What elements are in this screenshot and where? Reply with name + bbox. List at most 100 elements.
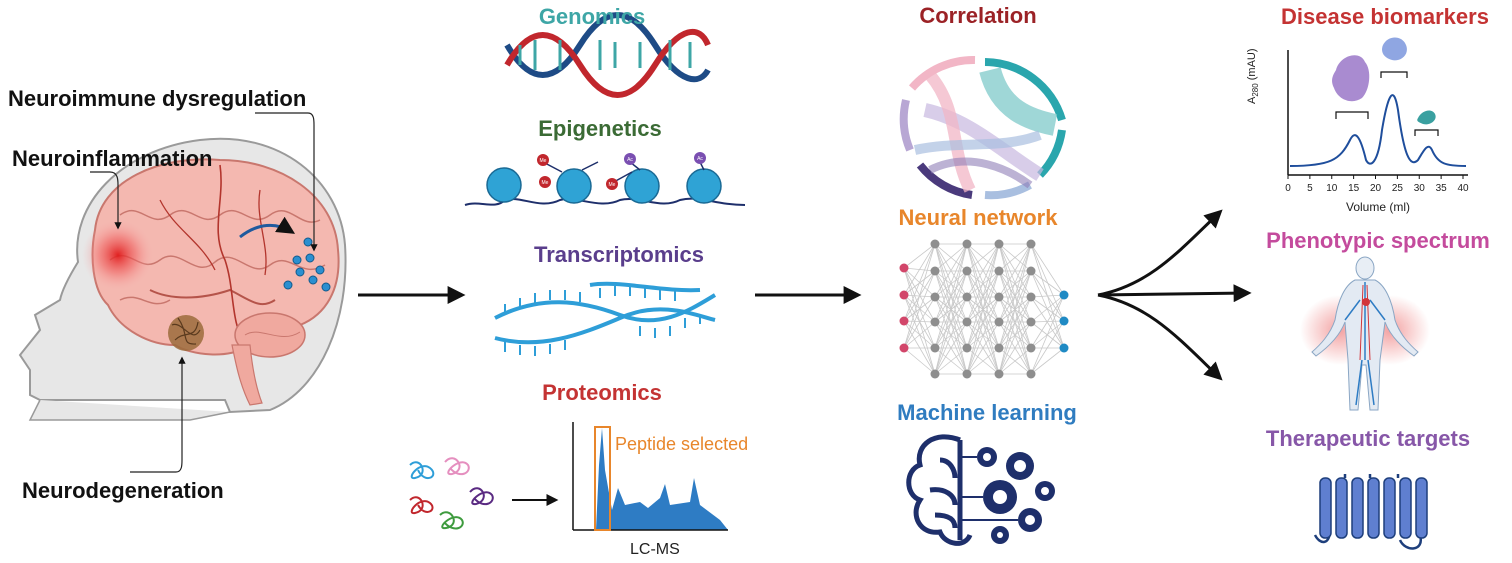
brain-gears-icon <box>906 434 1055 546</box>
peptide-selection-box <box>594 426 611 531</box>
nn-edge <box>934 243 968 323</box>
chromatogram-x-tick-label: 25 <box>1392 183 1404 194</box>
acetyl-label: Ac <box>627 157 633 163</box>
nn-hidden-node <box>962 317 972 327</box>
nn-output-node <box>1059 343 1069 353</box>
nn-hidden-node <box>930 292 940 302</box>
label-machine-learning: Machine learning <box>897 400 1077 425</box>
chromatogram-x-tick-label: 15 <box>1348 183 1360 194</box>
nn-hidden-node <box>994 369 1004 379</box>
nn-hidden-node <box>930 266 940 276</box>
nn-edge <box>903 296 936 349</box>
nn-hidden-node <box>1026 369 1036 379</box>
nn-edge <box>966 243 1000 323</box>
nn-edge <box>903 320 936 323</box>
chromatogram-y-letter: A <box>1246 96 1258 104</box>
nn-hidden-node <box>994 266 1004 276</box>
nucleosome-icon: Me Me Me Ac Ac <box>464 152 746 206</box>
nn-hidden-node <box>962 239 972 249</box>
nn-edge <box>903 270 936 349</box>
nn-edge <box>966 243 1000 298</box>
nn-edge <box>1030 294 1065 349</box>
nn-hidden-node <box>994 317 1004 327</box>
chromatogram-x-tick-label: 10 <box>1326 183 1338 194</box>
medium-protein-blob <box>1382 37 1407 61</box>
nn-input-node <box>899 290 909 300</box>
flow-arrows-fan <box>1097 209 1252 381</box>
nn-edge <box>1030 347 1065 375</box>
nn-hidden-node <box>962 369 972 379</box>
nn-edge <box>934 321 968 375</box>
label-peptide-selected: Peptide selected <box>615 434 749 454</box>
nn-edge <box>998 243 1032 272</box>
nn-edge <box>1030 320 1065 375</box>
chromatogram-x-tick-label: 0 <box>1285 183 1291 194</box>
chromatogram-y-unit: (mAU) <box>1246 48 1258 81</box>
large-protein-blob <box>1332 55 1370 102</box>
small-protein-blob <box>1417 110 1436 125</box>
nn-edge <box>998 347 1032 375</box>
nn-output-node <box>1059 290 1069 300</box>
nn-hidden-node <box>1026 239 1036 249</box>
nn-input-node <box>899 263 909 273</box>
nn-hidden-node <box>994 292 1004 302</box>
nn-edge <box>903 347 936 375</box>
nn-edge <box>934 243 968 349</box>
dna-helix-icon <box>504 12 711 98</box>
nn-input-node <box>899 343 909 353</box>
nn-hidden-node <box>1026 317 1036 327</box>
nn-edge <box>1030 294 1065 323</box>
nn-edge <box>934 270 968 375</box>
nn-edge <box>934 296 968 375</box>
lcms-spectrum <box>572 422 728 531</box>
nn-edge <box>998 270 1032 375</box>
nn-hidden-node <box>930 317 940 327</box>
nn-edge <box>934 347 968 375</box>
neural-network-icon <box>899 239 1069 379</box>
nn-edge <box>903 321 936 349</box>
rna-strands-icon <box>494 281 717 356</box>
nn-hidden-node <box>962 292 972 302</box>
label-phenotypic-spectrum: Phenotypic spectrum <box>1266 228 1490 253</box>
nn-edge <box>966 321 1000 375</box>
chord-diagram-icon <box>899 55 1066 200</box>
nn-hidden-node <box>994 239 1004 249</box>
nn-edge <box>903 243 936 349</box>
nn-edge <box>966 270 1000 375</box>
chromatogram-x-tick-label: 30 <box>1414 183 1426 194</box>
nn-hidden-node <box>1026 343 1036 353</box>
nn-edge <box>998 243 1032 323</box>
nn-edge <box>1030 294 1065 375</box>
nn-hidden-node <box>994 343 1004 353</box>
acetyl-label: Ac <box>697 156 703 162</box>
label-proteomics: Proteomics <box>542 380 662 405</box>
nn-edge <box>903 320 936 375</box>
nn-edge <box>903 243 936 322</box>
nn-edge <box>934 243 968 272</box>
nn-edge <box>903 243 936 269</box>
chromatogram-x-tick-label: 35 <box>1436 183 1448 194</box>
label-neuroimmune-dysregulation: Neuroimmune dysregulation <box>8 86 307 111</box>
nn-edge <box>966 347 1000 375</box>
nn-edge <box>998 243 1032 298</box>
label-lc-ms: LC-MS <box>630 541 680 558</box>
brain-illustration <box>82 158 340 406</box>
nn-edge <box>934 243 968 298</box>
nn-edge <box>966 243 1000 349</box>
nn-edge <box>1030 296 1065 349</box>
label-genomics: Genomics <box>538 4 646 29</box>
chromatogram-chart: 0 5 10 15 20 25 30 35 40 <box>1285 37 1469 194</box>
nn-edge <box>998 321 1032 375</box>
nn-edge <box>1030 270 1065 296</box>
methyl-label: Me <box>609 182 616 188</box>
label-neural-network: Neural network <box>898 205 1058 230</box>
label-epigenetics: Epigenetics <box>538 116 662 141</box>
label-neuroinflammation: Neuroinflammation <box>12 146 213 171</box>
chromatogram-x-tick-label: 20 <box>1370 183 1382 194</box>
nn-edge <box>1030 294 1065 298</box>
label-correlation: Correlation <box>919 3 1037 28</box>
chromatogram-y-subscript: 280 <box>1251 83 1261 97</box>
nn-hidden-node <box>930 343 940 353</box>
nn-edge <box>966 243 1000 272</box>
